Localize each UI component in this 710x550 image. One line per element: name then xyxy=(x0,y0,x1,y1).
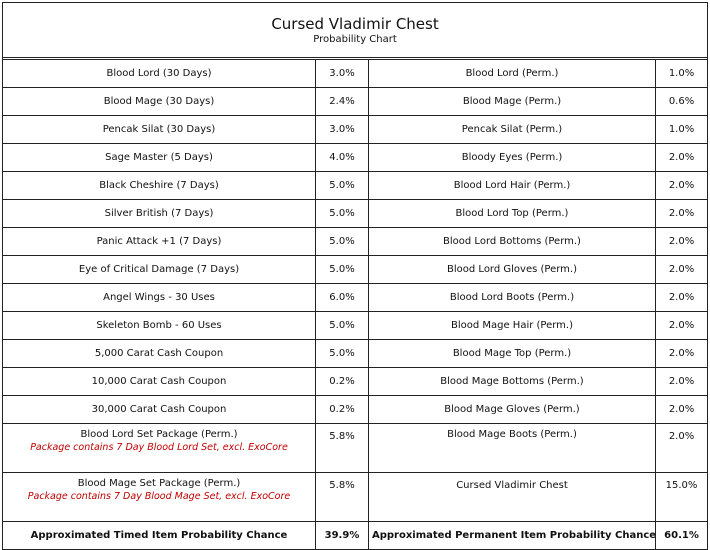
timed-item-chance: 5.0% xyxy=(315,199,369,228)
timed-item-chance: 0.2% xyxy=(315,367,369,396)
perm-item-chance: 1.0% xyxy=(654,115,709,144)
timed-total-label: Approximated Timed Item Probability Chan… xyxy=(2,521,316,550)
perm-total-value: 60.1% xyxy=(654,521,709,550)
perm-item-chance: 2.0% xyxy=(654,199,709,228)
perm-item-name: Cursed Vladimir Chest xyxy=(368,472,656,522)
perm-item-chance: 2.0% xyxy=(654,227,709,256)
perm-item-name: Blood Mage (Perm.) xyxy=(368,87,656,116)
package-chance: 5.8% xyxy=(315,472,369,522)
table-row: 5,000 Carat Cash Coupon 5.0% Blood Mage To… xyxy=(2,339,709,368)
table-row: Panic Attack +1 (7 Days) 5.0% Blood Lord B… xyxy=(2,227,709,256)
timed-item-chance: 0.2% xyxy=(315,395,369,424)
timed-item-name: Blood Lord (30 Days) xyxy=(2,59,316,88)
perm-item-name: Pencak Silat (Perm.) xyxy=(368,115,656,144)
perm-item-chance: 2.0% xyxy=(654,395,709,424)
timed-item-name: Panic Attack +1 (7 Days) xyxy=(2,227,316,256)
timed-item-chance: 3.0% xyxy=(315,59,369,88)
timed-item-chance: 5.0% xyxy=(315,255,369,284)
timed-item-name: Black Cheshire (7 Days) xyxy=(2,171,316,200)
package-chance: 5.8% xyxy=(315,423,369,473)
title-row: Cursed Vladimir Chest Probability Chart xyxy=(1,2,709,58)
table-row: Eye of Critical Damage (7 Days) 5.0% Blood… xyxy=(2,255,709,284)
perm-item-chance: 1.0% xyxy=(654,59,709,88)
perm-item-name: Blood Lord Top (Perm.) xyxy=(368,199,656,228)
perm-item-name: Blood Mage Boots (Perm.) xyxy=(368,423,656,473)
table-row: Pencak Silat (30 Days) 3.0% Pencak Silat (… xyxy=(2,115,709,144)
perm-item-name: Blood Lord Hair (Perm.) xyxy=(368,171,656,200)
timed-item-name: 30,000 Carat Cash Coupon xyxy=(2,395,316,424)
timed-item-name: Skeleton Bomb - 60 Uses xyxy=(2,311,316,340)
table-row: Sage Master (5 Days) 4.0% Bloody Eyes (Per… xyxy=(2,143,709,172)
package-row: Blood Lord Set Package (Perm.) Package co… xyxy=(2,423,709,473)
perm-item-chance: 15.0% xyxy=(654,472,709,522)
timed-item-name: Pencak Silat (30 Days) xyxy=(2,115,316,144)
perm-item-name: Blood Mage Bottoms (Perm.) xyxy=(368,367,656,396)
table-row: 30,000 Carat Cash Coupon 0.2% Blood Mage G… xyxy=(2,395,709,424)
package-note: Package contains 7 Day Blood Mage Set, e… xyxy=(27,491,291,502)
perm-item-chance: 2.0% xyxy=(654,283,709,312)
timed-item-chance: 4.0% xyxy=(315,143,369,172)
perm-item-chance: 2.0% xyxy=(654,255,709,284)
perm-item-chance: 2.0% xyxy=(654,339,709,368)
perm-item-name: Blood Mage Gloves (Perm.) xyxy=(368,395,656,424)
table-row: Skeleton Bomb - 60 Uses 5.0% Blood Mage Ha… xyxy=(2,311,709,340)
title-cell: Cursed Vladimir Chest Probability Chart xyxy=(1,2,709,58)
timed-item-name: 10,000 Carat Cash Coupon xyxy=(2,367,316,396)
package-cell: Blood Mage Set Package (Perm.) Package co… xyxy=(2,472,316,522)
timed-item-name: Angel Wings - 30 Uses xyxy=(2,283,316,312)
table-row: Silver British (7 Days) 5.0% Blood Lord To… xyxy=(2,199,709,228)
timed-item-chance: 3.0% xyxy=(315,115,369,144)
timed-item-chance: 2.4% xyxy=(315,87,369,116)
totals-row: Approximated Timed Item Probability Chan… xyxy=(2,521,709,550)
timed-item-name: Blood Mage (30 Days) xyxy=(2,87,316,116)
table-row: Blood Mage (30 Days) 2.4% Blood Mage (Perm… xyxy=(2,87,709,116)
perm-item-chance: 2.0% xyxy=(654,311,709,340)
timed-item-name: 5,000 Carat Cash Coupon xyxy=(2,339,316,368)
perm-item-chance: 2.0% xyxy=(654,423,709,473)
table-row: 10,000 Carat Cash Coupon 0.2% Blood Mage B… xyxy=(2,367,709,396)
table-row: Angel Wings - 30 Uses 6.0% Blood Lord Boot… xyxy=(2,283,709,312)
timed-item-chance: 5.0% xyxy=(315,339,369,368)
perm-total-label: Approximated Permanent Item Probability … xyxy=(368,521,656,550)
package-note: Package contains 7 Day Blood Lord Set, e… xyxy=(30,442,288,453)
package-name: Blood Mage Set Package (Perm.) xyxy=(77,478,241,489)
perm-item-name: Blood Lord Gloves (Perm.) xyxy=(368,255,656,284)
timed-item-chance: 5.0% xyxy=(315,171,369,200)
timed-item-chance: 6.0% xyxy=(315,283,369,312)
perm-item-chance: 2.0% xyxy=(654,367,709,396)
perm-item-chance: 2.0% xyxy=(654,143,709,172)
spacer-row xyxy=(1,57,709,60)
timed-total-value: 39.9% xyxy=(315,521,369,550)
timed-item-chance: 5.0% xyxy=(315,311,369,340)
timed-item-name: Eye of Critical Damage (7 Days) xyxy=(2,255,316,284)
timed-item-chance: 5.0% xyxy=(315,227,369,256)
timed-item-name: Silver British (7 Days) xyxy=(2,199,316,228)
perm-item-name: Blood Lord Boots (Perm.) xyxy=(368,283,656,312)
perm-item-name: Bloody Eyes (Perm.) xyxy=(368,143,656,172)
perm-item-chance: 2.0% xyxy=(654,171,709,200)
perm-item-name: Blood Lord (Perm.) xyxy=(368,59,656,88)
timed-item-name: Sage Master (5 Days) xyxy=(2,143,316,172)
chart-title: Cursed Vladimir Chest xyxy=(271,15,439,33)
chart-subtitle: Probability Chart xyxy=(313,34,397,45)
table-row: Blood Lord (30 Days) 3.0% Blood Lord (Perm… xyxy=(2,59,709,88)
perm-item-name: Blood Lord Bottoms (Perm.) xyxy=(368,227,656,256)
perm-item-name: Blood Mage Hair (Perm.) xyxy=(368,311,656,340)
table-row: Black Cheshire (7 Days) 5.0% Blood Lord Ha… xyxy=(2,171,709,200)
perm-item-chance: 0.6% xyxy=(654,87,709,116)
package-cell: Blood Lord Set Package (Perm.) Package co… xyxy=(2,423,316,473)
package-name: Blood Lord Set Package (Perm.) xyxy=(80,429,238,440)
package-row: Blood Mage Set Package (Perm.) Package co… xyxy=(2,472,709,522)
perm-item-name: Blood Mage Top (Perm.) xyxy=(368,339,656,368)
